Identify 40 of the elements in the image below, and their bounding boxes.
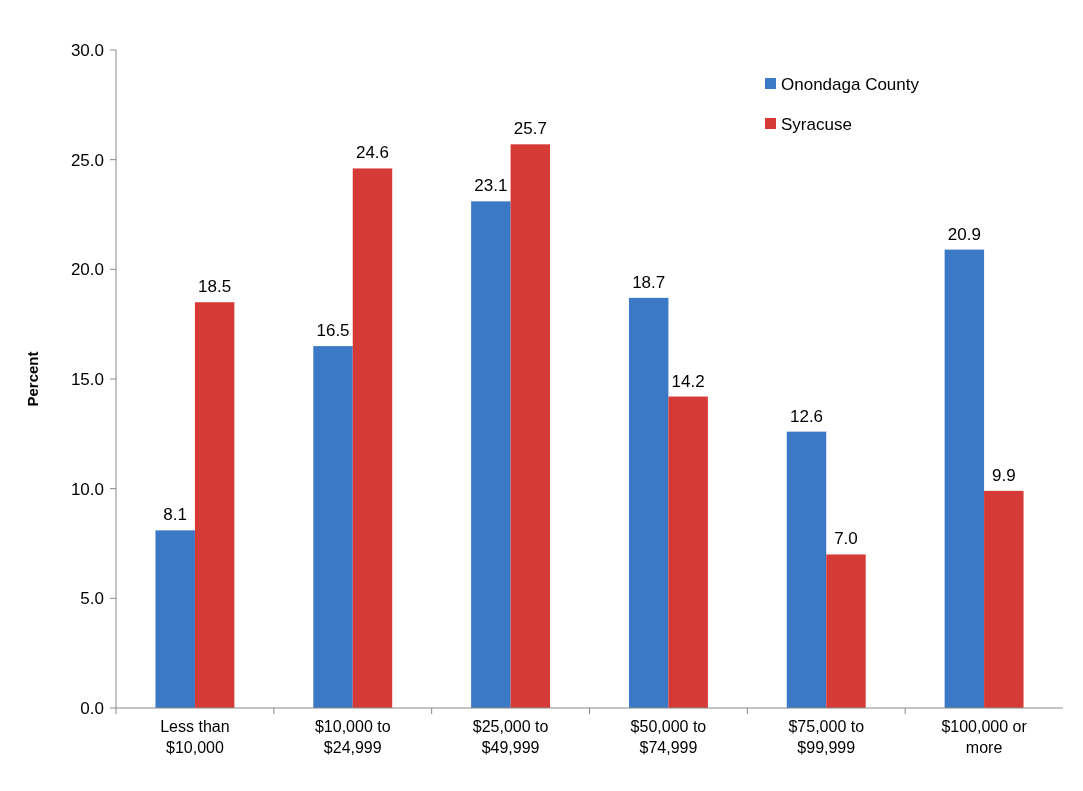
data-label: 7.0 (834, 529, 858, 549)
bar (313, 346, 353, 708)
x-tick-label: $10,000 to $24,999 (314, 718, 391, 756)
y-tick-label: 20.0 (70, 260, 104, 280)
data-label: 18.7 (632, 272, 666, 292)
y-tick-label: 25.0 (70, 150, 104, 170)
bar (155, 530, 195, 708)
bar (471, 201, 511, 708)
data-label: 25.7 (513, 119, 547, 139)
y-tick-label: 15.0 (70, 369, 104, 389)
data-label: 9.9 (991, 465, 1016, 485)
bar (628, 297, 669, 708)
bar (194, 302, 235, 708)
y-tick-label: 30.0 (70, 40, 104, 60)
y-tick-label: 5.0 (80, 589, 104, 609)
bar (668, 396, 708, 708)
bar (510, 144, 551, 708)
bar (786, 431, 827, 708)
bar (826, 554, 866, 708)
bar (352, 168, 393, 708)
data-label: 18.5 (198, 277, 232, 297)
legend-label: Onondaga County (781, 74, 920, 94)
bar (944, 249, 985, 708)
bar (984, 490, 1024, 708)
data-label: 8.1 (163, 505, 188, 525)
x-tick-label: Less than $10,000 (160, 718, 230, 756)
data-label: 20.9 (947, 224, 981, 244)
data-label: 16.5 (316, 321, 350, 341)
y-tick-label: 0.0 (80, 698, 104, 718)
y-tick-label: 10.0 (70, 479, 104, 499)
x-tick-label: $50,000 to $74,999 (630, 718, 707, 756)
data-label: 24.6 (355, 143, 390, 163)
x-tick-label: $100,000 or more (941, 718, 1028, 756)
data-label: 23.1 (474, 176, 508, 196)
data-label: 14.2 (671, 371, 705, 391)
x-tick-label: $75,000 to $99,999 (788, 718, 865, 756)
x-tick-label: $25,000 to $49,999 (472, 718, 549, 756)
data-label: 12.6 (789, 406, 824, 426)
y-axis-title: Percent (24, 351, 41, 407)
legend-label: Syracuse (781, 114, 852, 134)
